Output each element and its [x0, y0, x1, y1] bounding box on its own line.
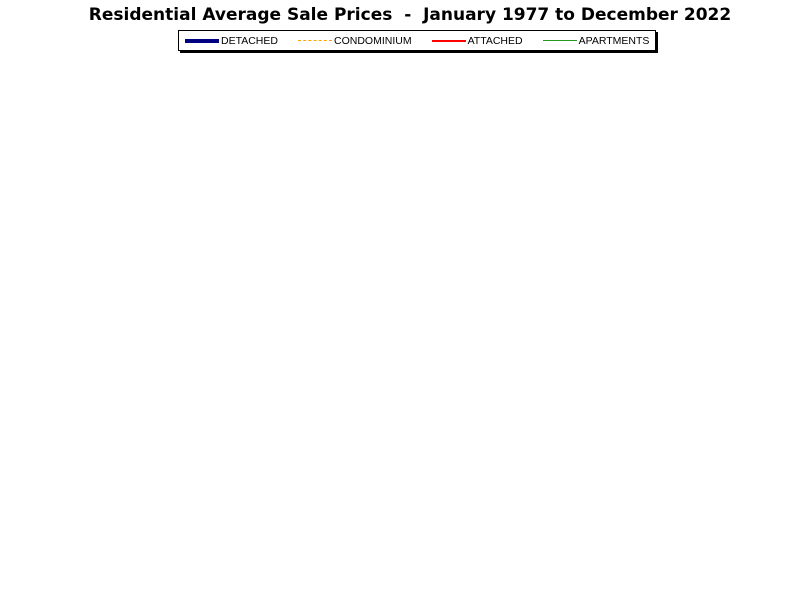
x-tick-label: 1982 [0, 558, 18, 585]
x-tick-label: 2003 [486, 558, 508, 585]
x-tick-label: 2009 [626, 558, 648, 585]
x-tick-label: 2007 [579, 558, 601, 585]
x-tick-label: 2015 [766, 558, 788, 585]
x-tick-label: 1988 [135, 558, 157, 585]
x-tick-label: 1998 [369, 558, 391, 585]
x-tick-label: 2010 [649, 558, 671, 585]
series-line-condominium [0, 534, 44, 538]
x-tick-label: 2013 [719, 558, 741, 585]
x-tick-label: 1992 [229, 558, 251, 585]
x-tick-label: 1990 [182, 558, 204, 585]
x-tick-label: 1989 [159, 558, 181, 585]
x-tick-label: 1994 [275, 558, 297, 585]
legend-label-attached: ATTACHED [467, 34, 523, 47]
x-tick-label: 2006 [556, 558, 578, 585]
legend-label-condominium: CONDOMINIUM [333, 34, 412, 47]
x-tick-label: 1983 [19, 558, 41, 585]
x-tick-label: 2001 [439, 558, 461, 585]
x-tick-label: 2004 [509, 558, 531, 585]
legend-item-apartments: APARTMENTS [542, 34, 650, 47]
legend: DETACHED CONDOMINIUM ATTACHED APARTMENTS [178, 30, 656, 51]
x-tick-label: 1995 [299, 558, 321, 585]
legend-label-detached: DETACHED [221, 34, 278, 47]
x-tick-label: 2012 [696, 558, 718, 585]
x-tick-label: 2011 [673, 558, 695, 585]
legend-item-condominium: CONDOMINIUM [297, 34, 412, 47]
legend-swatch-detached [185, 38, 219, 43]
legend-swatch-condominium [297, 40, 332, 41]
x-tick-label: 2016 [789, 558, 800, 585]
x-tick-label: 1985 [65, 558, 87, 585]
x-tick-label: 2014 [742, 558, 764, 585]
x-tick-label: 2002 [462, 558, 484, 585]
legend-label-apartments: APARTMENTS [578, 34, 650, 47]
x-tick-label: 1984 [42, 558, 64, 585]
series-line-attached [44, 402, 793, 539]
x-tick-label: 1999 [392, 558, 414, 585]
x-tick-label: 1987 [112, 558, 134, 585]
series-line-apartments [44, 445, 799, 540]
x-tick-label: 1993 [252, 558, 274, 585]
x-tick-label: 1997 [345, 558, 367, 585]
x-tick-label: 2008 [602, 558, 624, 585]
legend-swatch-attached [431, 39, 466, 42]
x-tick-label: 1996 [322, 558, 344, 585]
x-tick-label: 1986 [89, 558, 111, 585]
legend-item-detached: DETACHED [185, 35, 278, 47]
chart-title: Residential Average Sale Prices - Januar… [88, 5, 732, 25]
legend-swatch-apartments [542, 40, 577, 41]
legend-item-attached: ATTACHED [431, 34, 523, 47]
x-tick-label: 2005 [532, 558, 554, 585]
x-tick-label: 1991 [205, 558, 227, 585]
x-tick-label: 2000 [415, 558, 437, 585]
series-line-detached [0, 203, 800, 533]
